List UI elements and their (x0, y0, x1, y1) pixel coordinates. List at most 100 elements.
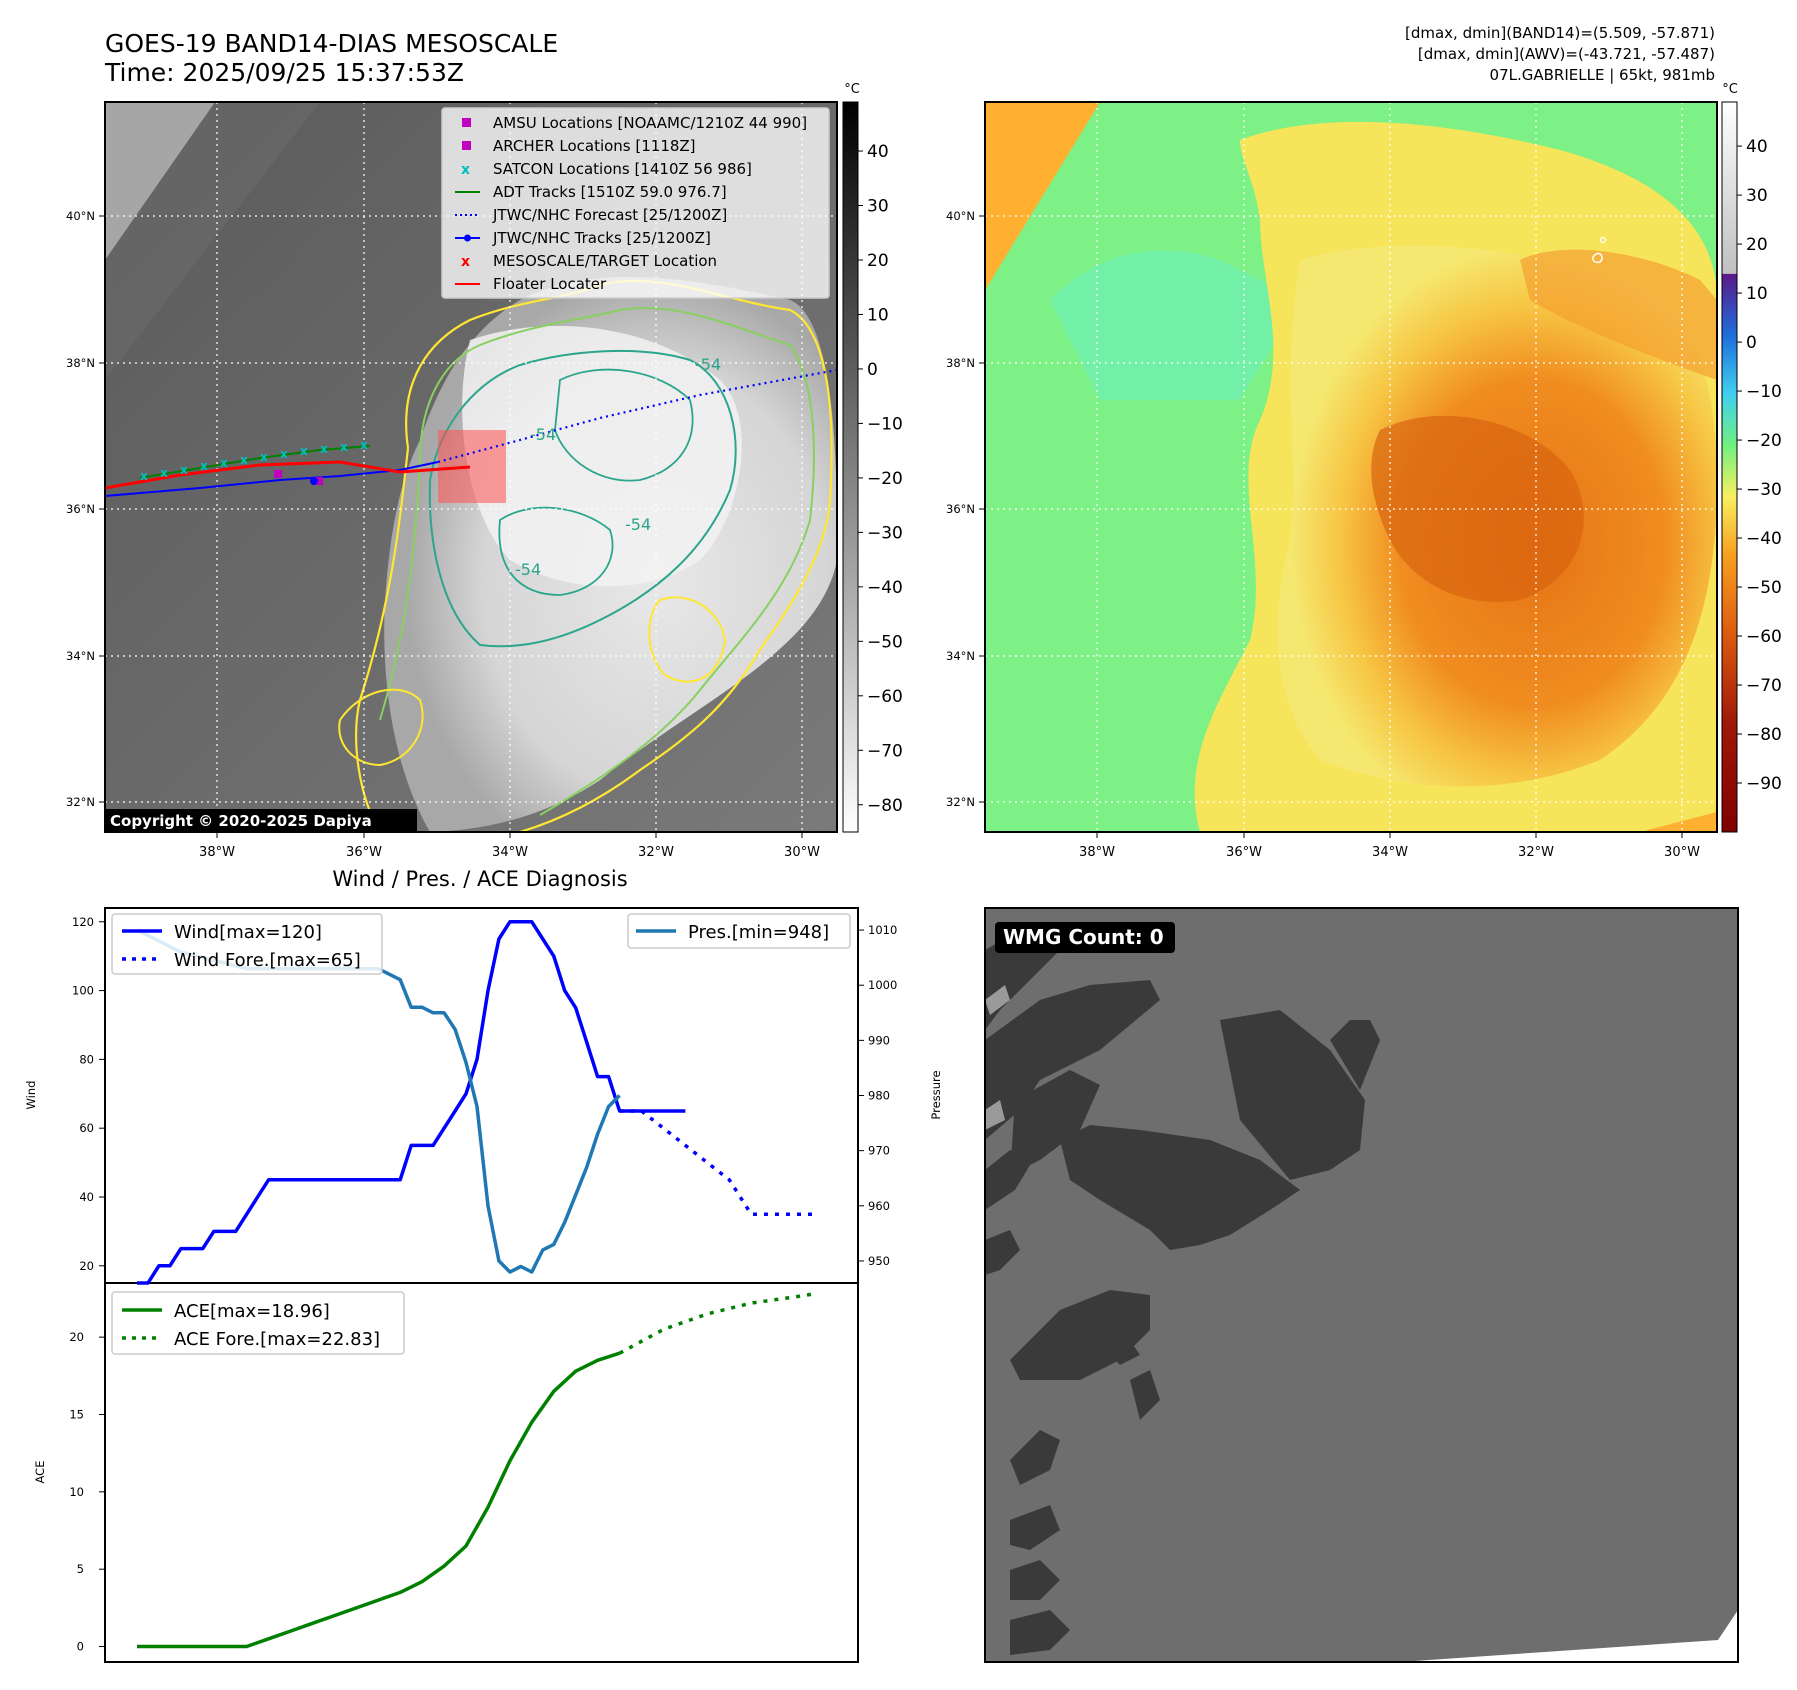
ace-tick-label: 5 (77, 1562, 84, 1576)
svg-text:x: x (360, 438, 368, 452)
cb-tick-label: 40 (867, 142, 889, 162)
lat-tick-label: 40°N (66, 209, 95, 223)
copyright-box (105, 809, 417, 832)
wind-tick-label: 80 (79, 1052, 94, 1066)
cb-tick-label: −90 (1746, 774, 1782, 794)
cb-tick-label: −70 (867, 741, 903, 761)
lon-tick-label: 30°W (1664, 845, 1700, 860)
lon-tick-label: 36°W (346, 845, 382, 860)
legend-entry-label: MESOSCALE/TARGET Location (493, 252, 717, 270)
ace-tick-label: 20 (69, 1330, 84, 1344)
floater-track (105, 460, 471, 490)
legend-entry-label: JTWC/NHC Forecast [25/1200Z] (492, 206, 727, 224)
svg-text:x: x (320, 442, 328, 456)
contour-label: -54 (515, 560, 541, 579)
legend-entry-label: ADT Tracks [1510Z 59.0 976.7] (493, 183, 727, 201)
wmg-label-box (995, 922, 1175, 953)
cb-tick-label: −20 (867, 469, 903, 489)
pres-ylabel: Pressure (929, 1070, 943, 1119)
pres-tick-label: 990 (868, 1033, 890, 1047)
legend-marker-square (462, 118, 471, 127)
lon-tick-label: 38°W (1079, 845, 1115, 860)
cb-tick-label: −50 (1746, 578, 1782, 598)
figure-title: GOES-19 BAND14-DIAS MESOSCALE (105, 29, 558, 58)
wmg-frame (984, 907, 1739, 1663)
ace-tick-label: 10 (69, 1485, 84, 1499)
svg-text:x: x (200, 459, 208, 473)
wind-tick-label: 100 (72, 984, 94, 998)
cb-tick-label: −10 (1746, 382, 1782, 402)
ace-axis-ticks: 0 5 10 15 20 (69, 1330, 105, 1654)
svg-text:x: x (280, 447, 288, 461)
legend-wind-fore: Wind Fore.[max=65] (174, 950, 361, 971)
lat-tick-label: 36°N (946, 502, 975, 516)
ace-series-line (137, 1351, 621, 1649)
pres-tick-label: 1010 (868, 923, 897, 937)
archer-marker (274, 470, 282, 478)
wind-tick-label: 40 (79, 1190, 94, 1204)
color-colorbar (1721, 101, 1738, 833)
pres-axis-ticks: 950 960 970 980 990 1000 1010 (858, 923, 897, 1268)
cb-tick-label: −30 (1746, 480, 1782, 500)
svg-text:x: x (220, 456, 228, 470)
lat-tick-label: 38°N (66, 356, 95, 370)
legend-marker-square (462, 141, 471, 150)
wind-series-line (137, 920, 686, 1285)
wind-legend: Wind[max=120] Wind Fore.[max=65] (111, 913, 383, 975)
cb-tick-label: −50 (867, 632, 903, 652)
lat-tick-label: 38°N (946, 356, 975, 370)
legend-pres: Pres.[min=948] (688, 922, 829, 943)
legend-ace-fore: ACE Fore.[max=22.83] (174, 1329, 380, 1350)
lon-tick-label: 32°W (1518, 845, 1554, 860)
adt-track (139, 445, 371, 479)
ace-legend: ACE[max=18.96] ACE Fore.[max=22.83] (111, 1291, 405, 1355)
wmg-panel (985, 908, 1738, 1662)
pres-tick-label: 980 (868, 1089, 890, 1103)
contour-label: -54 (625, 515, 651, 534)
svg-text:x: x (140, 469, 148, 483)
wind-ylabel: Wind (24, 1081, 38, 1110)
ace-ylabel: ACE (33, 1461, 47, 1484)
svg-text:x: x (180, 463, 188, 477)
lat-tick-label: 40°N (946, 209, 975, 223)
contour-label: -54 (695, 355, 721, 374)
map2-frame (984, 101, 1718, 833)
legend-entry-label: SATCON Locations [1410Z 56 986] (493, 160, 752, 178)
cb-tick-label: −20 (1746, 431, 1782, 451)
svg-text:x: x (160, 466, 168, 480)
wind-axis-ticks: 20 40 60 80 100 120 (72, 915, 105, 1273)
cb-tick-label: 10 (1746, 284, 1768, 304)
lat-tick-label: 34°N (66, 649, 95, 663)
legend-entry-label: ARCHER Locations [1118Z] (493, 137, 696, 155)
gray-cb-unit: °C (844, 82, 860, 97)
cb-tick-label: 30 (1746, 186, 1768, 206)
gray-colorbar (842, 101, 859, 833)
cb-tick-label: −80 (867, 796, 903, 816)
lat-tick-label: 32°N (66, 795, 95, 809)
lon-tick-label: 36°W (1226, 845, 1262, 860)
cb-tick-label: 10 (867, 305, 889, 325)
lat-tick-label: 34°N (946, 649, 975, 663)
cb-tick-label: 0 (1746, 333, 1757, 353)
wind-tick-label: 20 (79, 1259, 94, 1273)
lon-tick-label: 32°W (638, 845, 674, 860)
lon-tick-label: 38°W (199, 845, 235, 860)
legend-marker-x: x (461, 162, 470, 178)
lon-tick-label: 30°W (784, 845, 820, 860)
legend-entry-label: Floater Locater (493, 275, 607, 293)
svg-text:x: x (260, 450, 268, 464)
legend-marker-dot (464, 234, 471, 242)
cb-tick-label: 20 (867, 251, 889, 271)
gray-colorbar-ticks: 40 30 20 10 0 −10 −20 −30 −40 −50 −60 −70 −80 (858, 142, 903, 816)
svg-text:x: x (240, 453, 248, 467)
pres-tick-label: 960 (868, 1199, 890, 1213)
storm-info: 07L.GABRIELLE | 65kt, 981mb (1490, 66, 1715, 84)
svg-text:x: x (340, 440, 348, 454)
cb-tick-label: −70 (1746, 676, 1782, 696)
cb-tick-label: −40 (867, 578, 903, 598)
color-colorbar-ticks: 40 30 20 10 0 −10 −20 −30 −40 −50 −60 −70 −80 −90 (1737, 137, 1782, 794)
jtwc-track (105, 461, 439, 497)
map2-ticks: 38°W 36°W 34°W 32°W 30°W 40°N 38°N 36°N 34°N 32°N (946, 209, 1700, 860)
